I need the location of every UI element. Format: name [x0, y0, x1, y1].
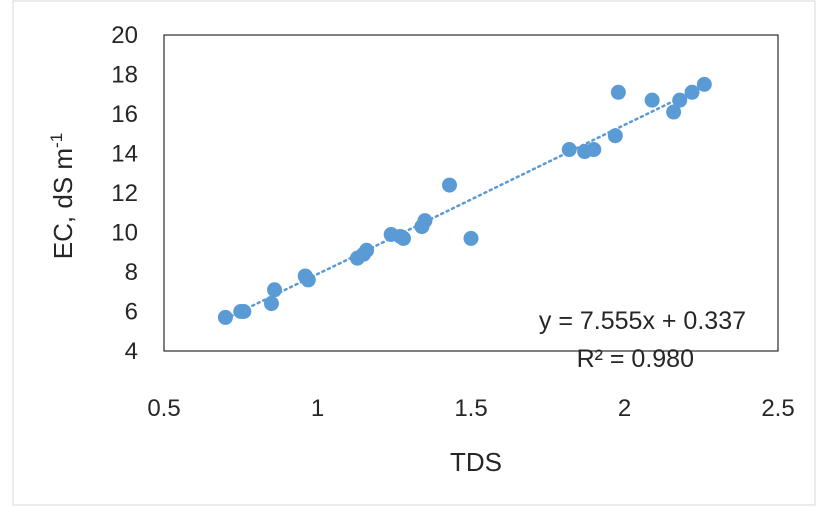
y-tick-label: 14: [111, 141, 138, 168]
x-tick-label: 2.5: [761, 395, 794, 422]
data-point: [267, 282, 283, 298]
y-axis-title: EC, dS m-1: [47, 133, 78, 259]
data-point: [417, 213, 433, 229]
data-point: [395, 230, 411, 246]
x-tick-label: 0.5: [147, 395, 180, 422]
data-point: [696, 76, 712, 92]
data-point: [263, 296, 279, 312]
data-point: [666, 104, 682, 120]
x-tick-label: 2: [618, 395, 631, 422]
y-tick-label: 8: [125, 259, 138, 286]
y-axis-title-main: EC, dS m: [48, 148, 78, 259]
data-point: [236, 304, 252, 319]
y-tick-label: 12: [111, 180, 138, 207]
y-tick-labels: 4 6 8 10 12 14 16 18 20: [111, 22, 138, 365]
data-point: [607, 128, 623, 144]
y-tick-label: 16: [111, 101, 138, 128]
data-point: [463, 230, 479, 246]
data-point: [644, 92, 660, 108]
chart-area-border: [12, 0, 816, 506]
data-points: [217, 76, 712, 325]
x-tick-label: 1: [311, 395, 324, 422]
trendline-equation: y = 7.555x + 0.337: [539, 307, 746, 335]
data-point: [586, 142, 602, 158]
data-point: [300, 272, 316, 288]
y-tick-label: 4: [125, 338, 138, 365]
x-axis-title: TDS: [450, 447, 502, 477]
data-point: [672, 92, 688, 108]
data-point: [217, 309, 233, 325]
data-point: [359, 242, 375, 258]
y-axis-title-superscript: -1: [47, 133, 66, 148]
data-point: [684, 84, 700, 100]
r-squared-label: R² = 0.980: [577, 345, 694, 373]
data-point: [442, 177, 458, 193]
data-point: [610, 84, 626, 100]
y-tick-label: 6: [125, 299, 138, 326]
x-tick-label: 1.5: [454, 395, 487, 422]
data-point: [561, 142, 577, 158]
y-tick-label: 20: [111, 22, 138, 49]
plot-area-border: [163, 34, 779, 352]
x-tick-labels: 0.5 1 1.5 2 2.5: [147, 395, 794, 422]
y-tick-label: 10: [111, 220, 138, 247]
trendline: [224, 86, 703, 321]
trendline-layer: [224, 86, 703, 321]
y-tick-label: 18: [111, 62, 138, 89]
